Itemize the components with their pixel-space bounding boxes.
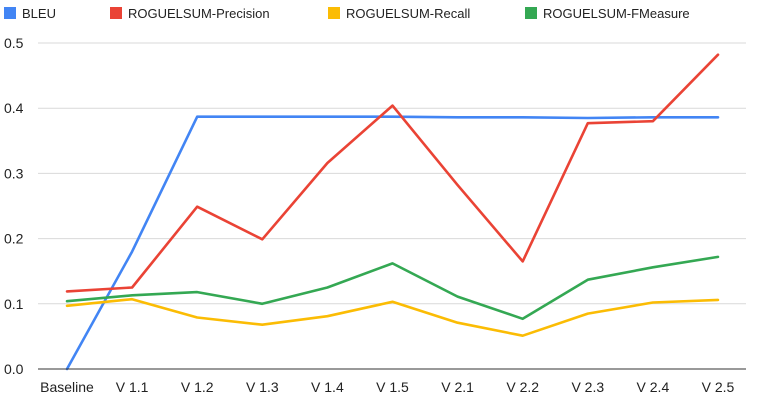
gridlines — [38, 42, 746, 305]
series-line-bleu — [65, 115, 720, 371]
legend-swatch — [328, 7, 340, 19]
y-axis-ticks: 0.0 0.1 0.2 0.3 0.4 0.5 — [4, 35, 24, 377]
legend-label: ROGUELSUM-Recall — [346, 6, 470, 21]
y-tick-label: 0.0 — [4, 361, 24, 377]
x-tick-label: Baseline — [40, 379, 94, 395]
legend-label: BLEU — [22, 6, 56, 21]
x-tick-label: V 2.2 — [506, 379, 539, 395]
series-lines — [65, 53, 720, 371]
x-tick-label: V 1.2 — [181, 379, 214, 395]
series-line-roguelsum-recall — [65, 297, 720, 338]
x-tick-label: V 1.5 — [376, 379, 409, 395]
legend-swatch — [110, 7, 122, 19]
y-tick-label: 0.2 — [4, 231, 24, 247]
y-tick-label: 0.4 — [4, 100, 24, 116]
series-line-roguelsum-precision — [65, 53, 720, 293]
x-tick-label: V 1.3 — [246, 379, 279, 395]
legend: BLEU ROGUELSUM-Precision ROGUELSUM-Recall R… — [4, 6, 690, 21]
legend-label: ROGUELSUM-Precision — [128, 6, 270, 21]
x-tick-label: V 2.4 — [637, 379, 670, 395]
x-axis-ticks: Baseline V 1.1 V 1.2 V 1.3 V 1.4 V 1.5 V 2.1 V … — [40, 379, 734, 395]
x-tick-label: V 2.1 — [441, 379, 474, 395]
x-tick-label: V 2.3 — [571, 379, 604, 395]
y-tick-label: 0.1 — [4, 296, 24, 312]
x-tick-label: V 1.4 — [311, 379, 344, 395]
legend-swatch — [4, 7, 16, 19]
series-line-roguelsum-fmeasure — [65, 255, 720, 321]
legend-swatch — [525, 7, 537, 19]
y-tick-label: 0.5 — [4, 35, 24, 51]
y-tick-label: 0.3 — [4, 165, 24, 181]
x-tick-label: V 1.1 — [116, 379, 149, 395]
x-tick-label: V 2.5 — [702, 379, 735, 395]
legend-label: ROGUELSUM-FMeasure — [543, 6, 690, 21]
